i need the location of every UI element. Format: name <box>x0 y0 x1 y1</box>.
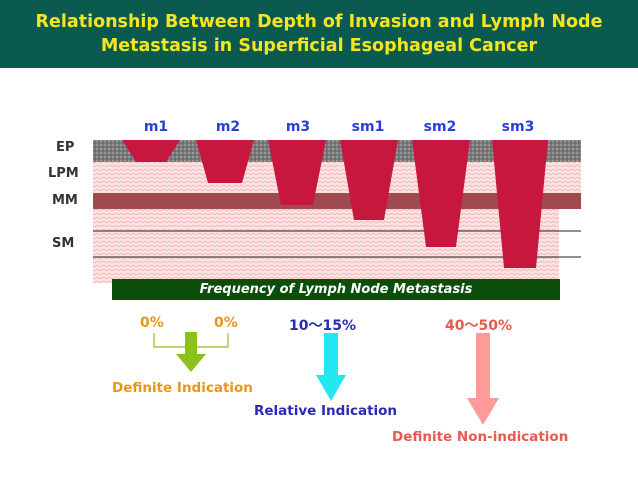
frequency-banner-text: Frequency of Lymph Node Metastasis <box>199 282 473 297</box>
pink-arrow <box>467 333 499 425</box>
sm-layer <box>93 209 559 283</box>
label-ep: EP <box>56 140 75 155</box>
title-line-1: Relationship Between Depth of Invasion a… <box>35 12 603 32</box>
green-arrow <box>176 332 206 372</box>
cyan-arrow <box>316 333 346 401</box>
tumor-m1 <box>122 140 180 162</box>
tumor-sm1 <box>340 140 398 220</box>
tumor-sm3 <box>492 140 548 268</box>
title-line-2: Metastasis in Superficial Esophageal Can… <box>100 36 538 56</box>
freq-m1: 0% <box>140 315 164 331</box>
title-bar: Relationship Between Depth of Invasion a… <box>0 0 638 68</box>
stage-m2: m2 <box>215 119 241 135</box>
freq-m3: 10～15% <box>289 318 356 334</box>
stage-sm1: sm1 <box>351 119 385 135</box>
definite-non-indication: Definite Non-indication <box>392 429 569 445</box>
freq-m2: 0% <box>214 315 238 331</box>
stage-sm3: sm3 <box>501 119 535 135</box>
freq-sm: 40～50% <box>445 318 512 334</box>
definite-indication: Definite Indication <box>112 380 253 396</box>
tumor-sm2 <box>412 140 470 247</box>
tumor-m3 <box>268 140 326 205</box>
tumor-m2 <box>196 140 254 183</box>
label-lpm: LPM <box>48 166 79 181</box>
label-mm: MM <box>52 193 78 208</box>
relative-indication: Relative Indication <box>254 403 398 419</box>
stage-m1: m1 <box>143 119 169 135</box>
stage-sm2: sm2 <box>423 119 457 135</box>
frequency-banner: Frequency of Lymph Node Metastasis <box>112 279 560 300</box>
stage-m3: m3 <box>285 119 311 135</box>
label-sm: SM <box>52 236 75 251</box>
